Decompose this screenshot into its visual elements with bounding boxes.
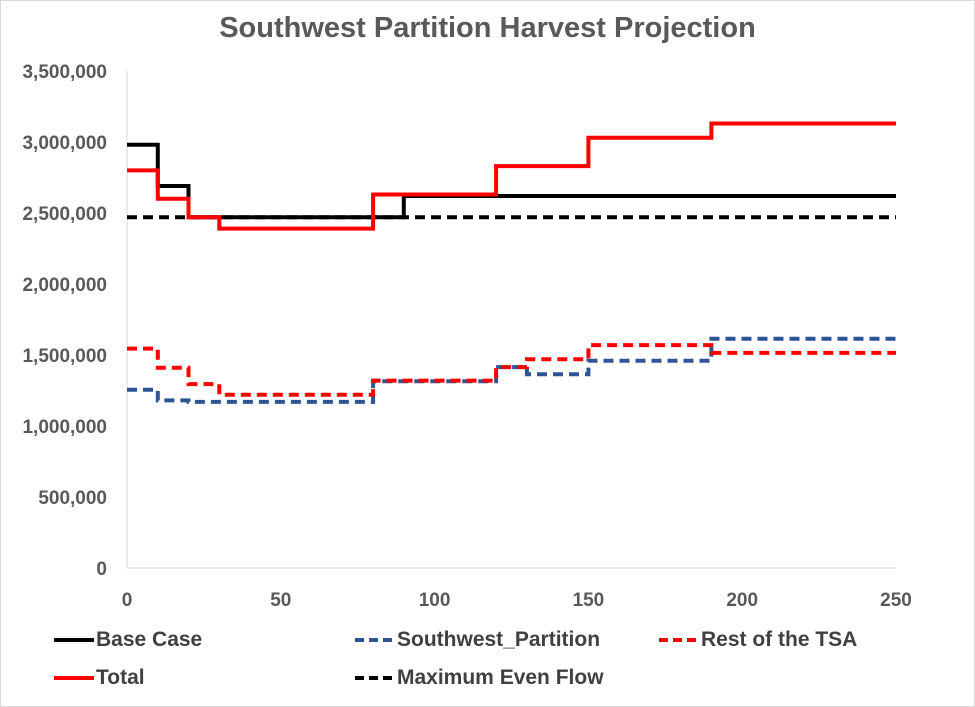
y-tick-label: 2,500,000 [22,204,107,225]
legend-label: Base Case [96,628,203,651]
series-line-total [127,121,896,231]
y-tick-label: 2,000,000 [22,275,107,296]
chart-title: Southwest Partition Harvest Projection [219,12,756,44]
legend-label: Maximum Even Flow [397,666,604,689]
y-tick-label: 1,000,000 [22,417,107,438]
x-tick-label: 50 [270,590,291,611]
legend-swatch-total [54,676,94,680]
legend-swatch-southwest-partition [355,638,395,642]
x-tick-label: 100 [419,590,451,611]
y-tick-label: 0 [96,559,107,580]
axes: 0 500,000 1,000,000 1,500,000 2,000,000 2,500… [22,62,911,611]
legend-swatch-maximum-even-flow [355,676,395,680]
x-tick-label: 250 [880,590,912,611]
legend-swatch-base-case [54,638,94,642]
legend-label: Southwest_Partition [397,628,601,651]
y-tick-label: 3,000,000 [22,133,107,154]
legend-item-rest-of-tsa[interactable]: Rest of the TSA [657,627,857,653]
legend-label: Total [96,666,145,689]
legend-item-southwest-partition[interactable]: Southwest_Partition [353,627,600,653]
legend-item-maximum-even-flow[interactable]: Maximum Even Flow [353,665,604,691]
y-tick-label: 1,500,000 [22,346,107,367]
series-line-southwest-partition [127,336,896,404]
legend-swatch-rest-of-tsa [659,638,699,642]
x-tick-label: 200 [726,590,758,611]
y-tick-label: 3,500,000 [22,62,107,83]
y-tick-label: 500,000 [38,488,107,509]
series-line-rest-of-the-tsa [127,343,896,397]
legend-item-base-case[interactable]: Base Case [52,627,202,653]
series-layer [127,121,896,404]
series-line-base-case [127,142,896,220]
legend-label: Rest of the TSA [701,628,858,651]
x-tick-label: 0 [122,590,133,611]
legend-item-total[interactable]: Total [52,665,145,691]
x-tick-label: 150 [573,590,605,611]
